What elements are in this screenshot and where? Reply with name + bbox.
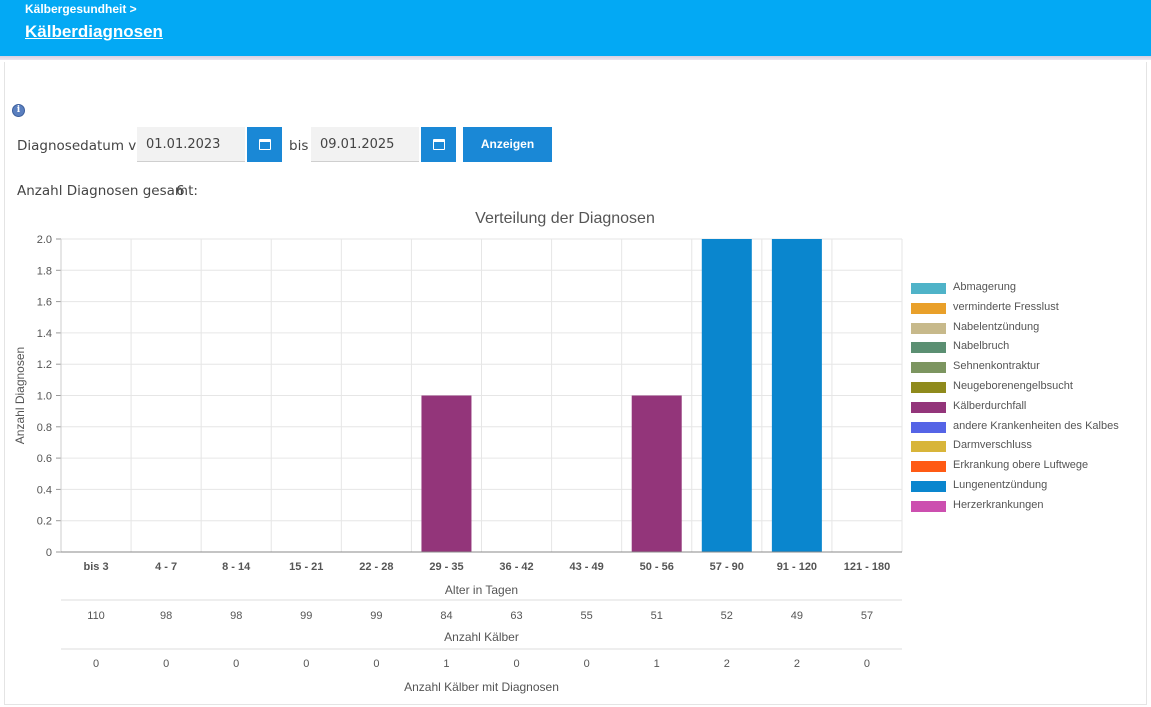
calendar-icon: [259, 139, 271, 150]
content-panel: [4, 62, 1147, 705]
y-tick-label: 0.8: [37, 422, 52, 434]
x-tick-label: 50 - 56: [640, 561, 674, 573]
legend-label: Nabelentzündung: [953, 320, 1040, 333]
chart-title: Verteilung der Diagnosen: [475, 210, 655, 227]
table-cell: 0: [864, 658, 870, 670]
legend-swatch: [911, 401, 946, 413]
legend-label: Erkrankung obere Luftwege: [953, 459, 1089, 472]
bar: [421, 395, 472, 552]
table-cell: 55: [581, 610, 593, 622]
date-from-field[interactable]: 01.01.2023: [137, 127, 245, 162]
table-cell: 0: [373, 658, 379, 670]
bar: [631, 395, 682, 552]
table-cell: 0: [513, 658, 519, 670]
table-row-label: Anzahl Kälber mit Diagnosen: [404, 680, 559, 694]
table-cell: 0: [163, 658, 169, 670]
y-tick-label: 1.4: [37, 328, 52, 340]
y-tick-label: 2.0: [37, 234, 52, 246]
legend-swatch: [911, 283, 946, 294]
x-tick-label: 57 - 90: [710, 561, 744, 573]
table-cell: 110: [87, 610, 105, 622]
legend-swatch: [911, 381, 946, 393]
table-cell: 1: [443, 658, 449, 670]
table-cell: 0: [303, 658, 309, 670]
y-axis-label: Anzahl Diagnosen: [13, 347, 27, 444]
x-axis-label: Alter in Tagen: [445, 583, 518, 597]
table-cell: 2: [794, 658, 800, 670]
table-cell: 99: [370, 610, 382, 622]
table-cell: 2: [724, 658, 730, 670]
show-button[interactable]: Anzeigen: [463, 127, 552, 162]
app-header: Kälbergesundheit > Kälberdiagnosen: [0, 0, 1151, 56]
total-diagnoses-label: Anzahl Diagnosen gesamt:: [17, 183, 198, 199]
table-cell: 98: [230, 610, 242, 622]
x-tick-label: 91 - 120: [777, 561, 817, 573]
header-divider: [0, 56, 1151, 60]
y-tick-label: 1.2: [37, 359, 52, 371]
x-tick-label: 15 - 21: [289, 561, 323, 573]
table-row-label: Anzahl Kälber: [444, 630, 519, 644]
y-tick-label: 0.4: [37, 484, 52, 496]
x-tick-label: 22 - 28: [359, 561, 393, 573]
legend-label: Abmagerung: [953, 281, 1016, 293]
table-cell: 1: [654, 658, 660, 670]
legend-label: Kälberdurchfall: [953, 399, 1027, 412]
x-tick-label: 8 - 14: [222, 561, 251, 573]
legend-swatch: [911, 461, 946, 473]
y-tick-label: 0: [46, 547, 52, 559]
total-diagnoses-value: 6: [176, 183, 185, 199]
breadcrumb[interactable]: Kälbergesundheit >: [25, 2, 137, 16]
legend-label: andere Krankenheiten des Kalbes: [953, 419, 1119, 432]
table-cell: 99: [300, 610, 312, 622]
legend-swatch: [911, 441, 946, 453]
legend-swatch: [911, 342, 946, 354]
info-icon[interactable]: i: [12, 104, 25, 117]
x-tick-label: 29 - 35: [429, 561, 463, 573]
legend-label: Lungenentzündung: [953, 478, 1048, 491]
legend-swatch: [911, 322, 946, 334]
legend-label: Herzerkrankungen: [953, 498, 1044, 511]
legend-swatch: [911, 421, 946, 433]
y-tick-label: 0.2: [37, 516, 52, 528]
legend-label: verminderte Fresslust: [953, 300, 1059, 313]
table-cell: 57: [861, 610, 873, 622]
x-tick-label: 4 - 7: [155, 561, 177, 573]
legend-label: Sehnenkontraktur: [953, 360, 1040, 373]
bar: [701, 239, 752, 552]
x-tick-label: 121 - 180: [844, 561, 890, 573]
table-cell: 0: [233, 658, 239, 670]
date-to-calendar-button[interactable]: [421, 127, 456, 162]
table-cell: 51: [651, 610, 663, 622]
legend-swatch: [911, 362, 946, 374]
table-cell: 52: [721, 610, 733, 622]
legend-swatch: [911, 302, 946, 314]
table-cell: 0: [93, 658, 99, 670]
y-tick-label: 1.8: [37, 265, 52, 277]
x-tick-label: 43 - 49: [570, 561, 604, 573]
page-title[interactable]: Kälberdiagnosen: [25, 22, 163, 41]
calendar-icon: [433, 139, 445, 150]
legend-label: Nabelbruch: [953, 340, 1010, 353]
table-cell: 0: [584, 658, 590, 670]
x-tick-label: 36 - 42: [499, 561, 533, 573]
date-to-label: bis: [289, 138, 309, 154]
y-tick-label: 0.6: [37, 453, 52, 465]
bar: [771, 239, 822, 552]
x-tick-label: bis 3: [84, 561, 109, 573]
table-cell: 84: [440, 610, 452, 622]
date-from-calendar-button[interactable]: [247, 127, 282, 162]
legend-swatch: [911, 500, 946, 512]
legend-label: Neugeborenengelbsucht: [953, 379, 1073, 392]
legend-swatch: [911, 480, 946, 492]
table-cell: 63: [510, 610, 522, 622]
table-cell: 49: [791, 610, 803, 622]
date-from-label: Diagnosedatum von: [17, 138, 154, 154]
legend-label: Darmverschluss: [953, 439, 1032, 452]
y-tick-label: 1.0: [37, 391, 52, 403]
y-tick-label: 1.6: [37, 297, 52, 309]
date-to-field[interactable]: 09.01.2025: [311, 127, 419, 162]
table-cell: 98: [160, 610, 172, 622]
